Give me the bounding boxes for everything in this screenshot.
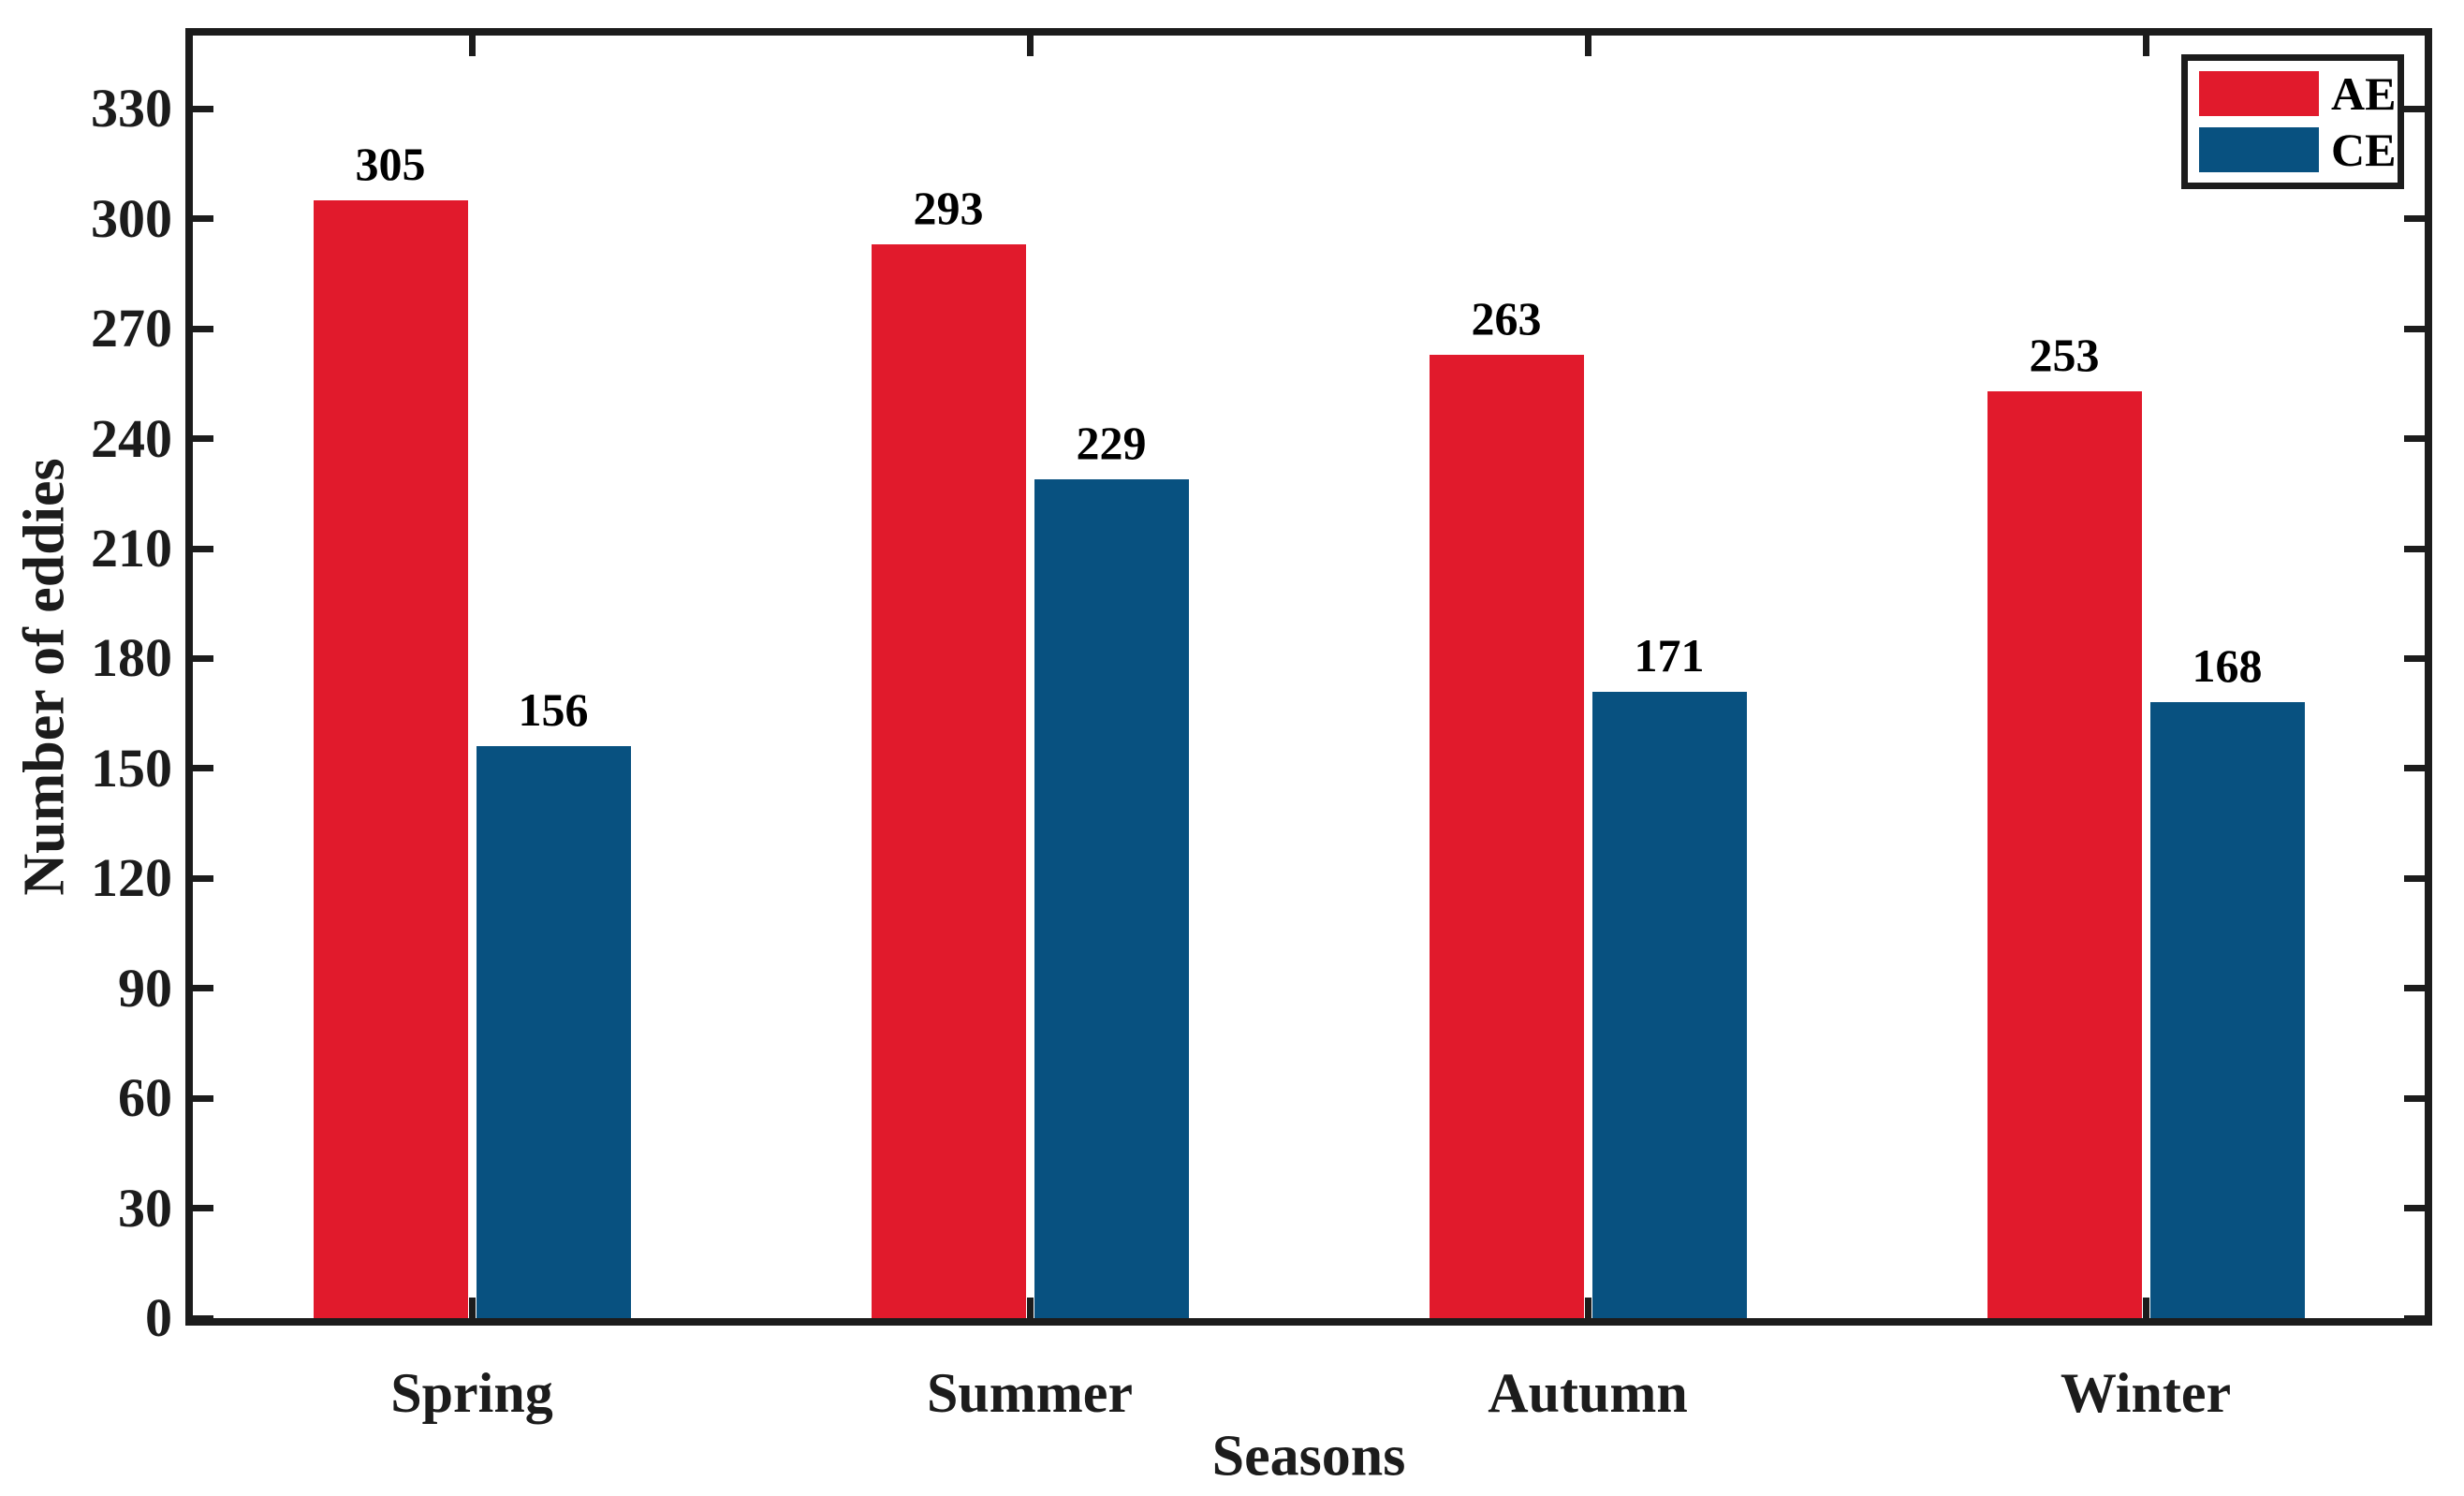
bar-ae-autumn — [1429, 354, 1584, 1318]
x-tick-label-summer: Summer — [927, 1362, 1133, 1424]
bar-value-label: 168 — [2192, 639, 2263, 693]
y-tick-right — [2404, 985, 2425, 992]
bar-ae-spring — [313, 200, 468, 1318]
y-tick-right — [2404, 765, 2425, 772]
legend-label-ae: AE — [2331, 67, 2397, 120]
bar-value-label: 305 — [355, 138, 426, 191]
legend: AE CE — [2181, 54, 2404, 189]
x-tick-top — [2142, 36, 2149, 56]
y-tick-right — [2404, 215, 2425, 223]
bar-ce-autumn — [1591, 691, 1747, 1318]
y-tick-right — [2404, 325, 2425, 332]
x-tick-top — [468, 36, 476, 56]
y-tick-label: 150 — [91, 737, 172, 799]
y-tick-left — [193, 215, 213, 223]
y-tick-right — [2404, 435, 2425, 443]
y-tick-left — [193, 765, 213, 772]
y-tick-label: 90 — [118, 957, 172, 1019]
legend-item-ae: AE — [2199, 70, 2396, 117]
y-tick-left — [193, 654, 213, 662]
y-tick-left — [193, 1314, 213, 1322]
bar-value-label: 171 — [1634, 628, 1705, 682]
x-tick-label-winter: Winter — [2060, 1362, 2232, 1424]
x-axis-label: Seasons — [1211, 1424, 1406, 1489]
y-tick-label: 30 — [118, 1177, 172, 1239]
x-tick-bottom — [1026, 1298, 1034, 1318]
plot-area — [185, 28, 2432, 1326]
y-tick-label: 210 — [91, 518, 172, 579]
x-tick-label-spring: Spring — [390, 1362, 553, 1424]
bar-value-label: 229 — [1076, 416, 1147, 469]
bar-ae-winter — [1987, 390, 2142, 1318]
y-tick-label: 60 — [118, 1067, 172, 1129]
y-tick-label: 120 — [91, 847, 172, 909]
y-tick-left — [193, 874, 213, 882]
bar-value-label: 253 — [2029, 328, 2100, 381]
y-tick-label: 330 — [91, 78, 172, 139]
bar-value-label: 263 — [1471, 291, 1542, 345]
legend-item-ce: CE — [2199, 126, 2396, 173]
bar-ae-summer — [871, 244, 1026, 1318]
x-tick-top — [1584, 36, 1591, 56]
y-tick-label: 0 — [145, 1287, 172, 1348]
x-tick-label-autumn: Autumn — [1488, 1362, 1688, 1424]
legend-swatch-ae — [2199, 71, 2319, 116]
y-tick-label: 240 — [91, 407, 172, 469]
x-tick-bottom — [2142, 1298, 2149, 1318]
x-tick-top — [1026, 36, 1034, 56]
y-tick-left — [193, 985, 213, 992]
y-tick-left — [193, 105, 213, 112]
bar-ce-spring — [476, 746, 631, 1318]
y-tick-right — [2404, 545, 2425, 552]
y-tick-left — [193, 435, 213, 443]
y-tick-label: 300 — [91, 187, 172, 249]
y-tick-label: 270 — [91, 298, 172, 359]
y-tick-right — [2404, 874, 2425, 882]
y-tick-left — [193, 325, 213, 332]
bar-ce-summer — [1034, 478, 1189, 1318]
y-tick-left — [193, 1205, 213, 1212]
legend-swatch-ce — [2199, 127, 2319, 172]
y-tick-right — [2404, 1314, 2425, 1322]
x-tick-bottom — [468, 1298, 476, 1318]
y-tick-right — [2404, 1205, 2425, 1212]
bar-value-label: 156 — [518, 683, 589, 737]
x-tick-bottom — [1584, 1298, 1591, 1318]
y-tick-right — [2404, 105, 2425, 112]
y-tick-right — [2404, 654, 2425, 662]
y-tick-left — [193, 545, 213, 552]
y-tick-right — [2404, 1094, 2425, 1102]
bar-value-label: 293 — [913, 182, 984, 235]
bar-ce-winter — [2149, 702, 2305, 1318]
y-tick-left — [193, 1094, 213, 1102]
legend-label-ce: CE — [2331, 124, 2397, 176]
y-tick-label: 180 — [91, 627, 172, 689]
